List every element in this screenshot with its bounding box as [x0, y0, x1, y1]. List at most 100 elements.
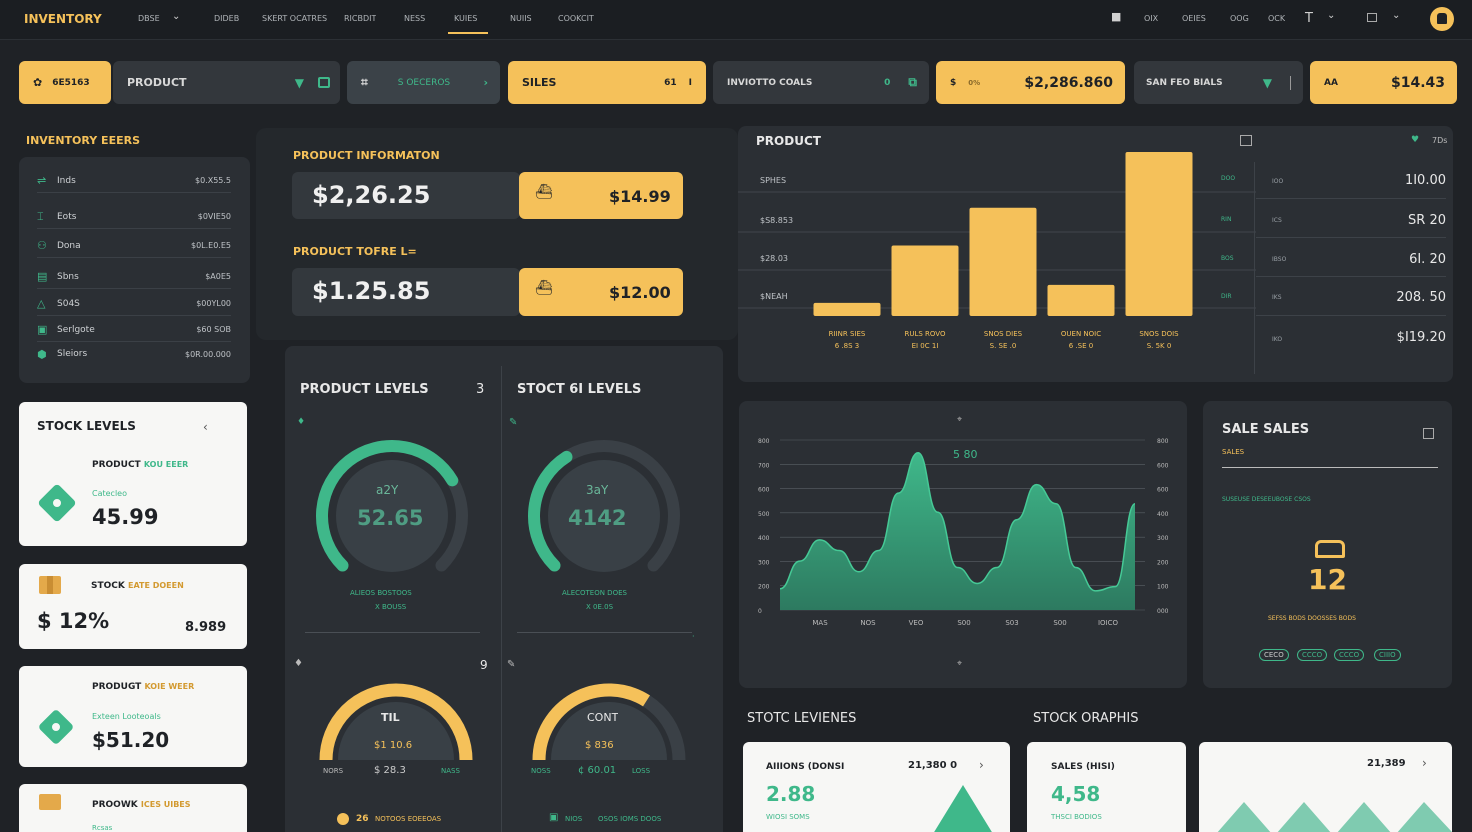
product-chart-panel	[738, 126, 1453, 382]
nav-right-3[interactable]: OCK	[1268, 14, 1286, 23]
chevron-down-icon[interactable]: ⌄	[172, 11, 181, 22]
amount-chip[interactable]: $ 0% $2,286.860	[936, 61, 1125, 104]
list-item[interactable]: ⬢ Sleiors $0R.00.000	[37, 342, 231, 366]
divider	[305, 632, 480, 633]
stock-percent-card[interactable]: STOCK EATE DOEEN $ 12% 8.989	[19, 564, 247, 649]
price-chip[interactable]: ⛴ $14.99	[519, 172, 683, 219]
area-chart: 800 800 700 600 600 600 500 400 400 300 300 200 200 1…	[758, 438, 1169, 627]
window-icon[interactable]	[1367, 13, 1377, 22]
diamond-icon	[37, 483, 77, 523]
sales-button[interactable]: SILES 61 I	[508, 61, 706, 104]
divider	[517, 632, 692, 633]
gauge-footer-text: NOTOOS EOEEOAS	[375, 815, 442, 823]
nav-item-2[interactable]: SKERT OCATRES	[262, 14, 328, 23]
chevron-down-icon[interactable]: ⌄	[1327, 10, 1336, 21]
active-tab-indicator	[448, 32, 488, 34]
minimize-icon[interactable]	[1423, 428, 1434, 439]
sale-sales-small: SUSEUSE DESEEUBOSE CSOS	[1222, 496, 1311, 503]
nav-item-1[interactable]: DIDEB	[214, 14, 240, 23]
product-card-2[interactable]: PROOWK ICES UIBES Rcsas	[19, 784, 247, 832]
price-chip[interactable]: ⛴ $12.00	[519, 268, 683, 316]
chevron-right-icon[interactable]: ›	[1422, 756, 1427, 770]
product-bar-chart: SPHES $S8.853 $28.03 $NEAH RIINR SIES 6 .8S 3…	[738, 152, 1256, 350]
gauge-center	[548, 460, 660, 572]
gauge-title-1: PRODUCT LEVELS	[300, 382, 429, 397]
nav-item-6[interactable]: NUIIS	[510, 14, 532, 23]
nav-item-4[interactable]: NESS	[404, 14, 426, 23]
product-card[interactable]: PRODUGT KOIE WEER Exteen Looteoals $51.2…	[19, 666, 247, 767]
nav-item-active[interactable]: KUIES	[454, 14, 478, 23]
top-navigation: INVENTORY DBSE ⌄ DIDEB SKERT OCATRES RIC…	[0, 0, 1472, 40]
list-item[interactable]: △ S04S $00YL00	[37, 292, 231, 316]
heart-icon: ♥	[1411, 135, 1420, 145]
gauge-fill	[319, 683, 473, 760]
nav-item-3[interactable]: RICBDIT	[344, 14, 377, 23]
card-subtitle: PROOWK ICES UIBES	[92, 800, 191, 810]
bar-4	[1125, 152, 1193, 316]
y-tick-left: 700	[758, 462, 770, 469]
currency-sub: 0%	[968, 78, 981, 87]
chevron-down-icon[interactable]: ⌄	[1392, 10, 1401, 21]
list-item-label: Serlgote	[57, 324, 95, 335]
bottom-card-2[interactable]: SALES (HISI) 4,58 THSCI BODIOS	[1027, 742, 1186, 832]
tag-icon: ⬢	[37, 347, 47, 361]
y-tick-left: 500	[758, 511, 770, 518]
list-item[interactable]: ⚇ Dona $0L.E0.E5	[37, 234, 231, 258]
code-label: RIN	[1221, 216, 1232, 223]
inventory-title: INVENTORY EEERS	[26, 134, 140, 147]
x-tick-label: IOICO	[1098, 619, 1119, 627]
amount-value: $2,286.860	[1024, 74, 1113, 91]
gauge-4-left: NOSS	[531, 767, 551, 775]
pill-button[interactable]: CCCO	[1334, 649, 1365, 661]
pill-button[interactable]: CIIIO	[1374, 649, 1401, 661]
x-tick-sub: EI 0C 1I	[912, 342, 939, 350]
list-item[interactable]: ⇌ Inds $0.X55.5	[37, 169, 231, 193]
divider	[1222, 467, 1438, 468]
box-icon: ▤	[37, 270, 48, 283]
label-b: Looteoals	[122, 712, 161, 721]
nav-right-2[interactable]: OOG	[1230, 14, 1249, 23]
last-amount-chip[interactable]: AA $14.43	[1310, 61, 1457, 104]
gauge-2-label: 3aY	[586, 483, 609, 497]
product-select[interactable]: PRODUCT ▼	[113, 61, 340, 104]
gauge-4-value: $ 836	[585, 740, 614, 751]
nav-right-1[interactable]: OEIES	[1182, 14, 1206, 23]
filter-icon[interactable]: T	[1305, 11, 1313, 26]
avatar-icon[interactable]	[1430, 7, 1454, 31]
nav-item-0[interactable]: DBSE	[138, 14, 160, 23]
list-item[interactable]: ▣ Serlgote $60 SOB	[37, 318, 231, 342]
product-word: PRODUGT	[92, 682, 142, 692]
inventory-goals[interactable]: INVIOTTO COALS 0 ⧉	[713, 61, 929, 104]
y-tick-left: 300	[758, 559, 770, 566]
stock-levels-card[interactable]: STOCK LEVELS ‹ PRODUCT KOU EEER Catecleo…	[19, 402, 247, 546]
card-label: Exteen Looteoals	[92, 712, 161, 721]
expand-icon[interactable]	[1240, 135, 1252, 146]
chevron-right-icon[interactable]: ›	[979, 758, 984, 772]
list-item[interactable]: ▤ Sbns $A0E5	[37, 265, 231, 289]
x-tick-label: NOS	[860, 619, 876, 627]
gauge-2-sub: ALECOTEON DOES	[562, 589, 627, 597]
mid-label: IKS	[1272, 294, 1282, 301]
product-sub: ICES UIBES	[140, 800, 191, 809]
fiscal-select[interactable]: SAN FEO BIALS ▼	[1134, 61, 1303, 104]
bottom-card-3[interactable]: 21,389 ›	[1199, 742, 1452, 832]
value-item: 1I0.00	[1404, 173, 1446, 188]
card-value: 45.99	[92, 505, 159, 529]
search-field[interactable]: ⌗ S OECEROS ›	[347, 61, 500, 104]
x-tick-label: RULS ROVO	[905, 330, 946, 338]
stock-sub: EATE DOEEN	[128, 581, 184, 590]
nav-item-7[interactable]: COOKCIT	[558, 14, 594, 23]
value-item: 208. 50	[1396, 290, 1446, 305]
lock-icon[interactable]: ■	[1111, 10, 1122, 23]
collapse-icon[interactable]: ‹	[203, 420, 208, 434]
pill-button[interactable]: CCCO	[1297, 649, 1328, 661]
bottom-card-1[interactable]: AIIIONS (DONSI 21,380 0 › 2.88 WIOSI SOM…	[743, 742, 1010, 832]
pill-button[interactable]: CECO	[1259, 649, 1289, 661]
bar-1	[891, 245, 959, 316]
gauge-title-2: STOCT 6I LEVELS	[517, 382, 642, 397]
mid-label: IOO	[1272, 178, 1284, 185]
toolbar-chip[interactable]: ✿ 6E5163	[19, 61, 111, 104]
list-item[interactable]: ⌶ Eots $0VIE50	[37, 205, 231, 229]
card-sub: WIOSI SOMS	[766, 813, 810, 821]
nav-right-0[interactable]: OIX	[1144, 14, 1159, 23]
